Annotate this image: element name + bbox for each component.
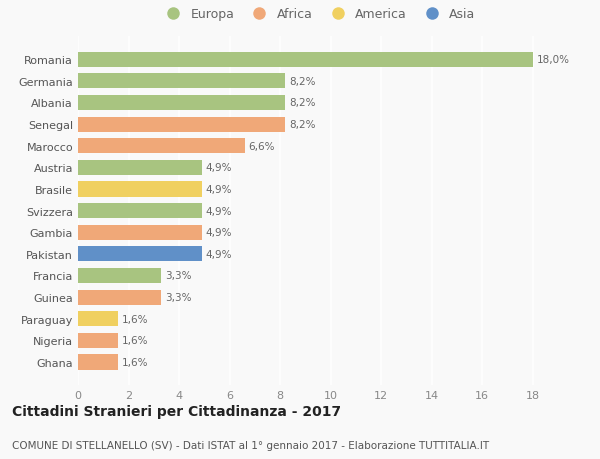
- Bar: [78, 333, 118, 348]
- Text: 3,3%: 3,3%: [165, 271, 191, 281]
- Bar: [78, 182, 202, 197]
- Text: 1,6%: 1,6%: [122, 357, 149, 367]
- Bar: [78, 118, 285, 132]
- Bar: [78, 96, 285, 111]
- Text: 1,6%: 1,6%: [122, 336, 149, 346]
- Bar: [78, 290, 161, 305]
- Bar: [78, 161, 202, 175]
- Bar: [78, 204, 202, 218]
- Text: 8,2%: 8,2%: [289, 120, 316, 130]
- Bar: [78, 74, 285, 89]
- Text: 4,9%: 4,9%: [206, 249, 232, 259]
- Text: 3,3%: 3,3%: [165, 292, 191, 302]
- Bar: [78, 312, 118, 326]
- Bar: [78, 225, 202, 240]
- Text: COMUNE DI STELLANELLO (SV) - Dati ISTAT al 1° gennaio 2017 - Elaborazione TUTTIT: COMUNE DI STELLANELLO (SV) - Dati ISTAT …: [12, 440, 489, 450]
- Text: 4,9%: 4,9%: [206, 185, 232, 195]
- Text: 4,9%: 4,9%: [206, 206, 232, 216]
- Bar: [78, 53, 533, 67]
- Text: 8,2%: 8,2%: [289, 98, 316, 108]
- Bar: [78, 355, 118, 369]
- Text: 1,6%: 1,6%: [122, 314, 149, 324]
- Text: Cittadini Stranieri per Cittadinanza - 2017: Cittadini Stranieri per Cittadinanza - 2…: [12, 404, 341, 418]
- Legend: Europa, Africa, America, Asia: Europa, Africa, America, Asia: [158, 6, 478, 23]
- Bar: [78, 247, 202, 262]
- Text: 18,0%: 18,0%: [536, 55, 569, 65]
- Text: 4,9%: 4,9%: [206, 163, 232, 173]
- Text: 6,6%: 6,6%: [248, 141, 275, 151]
- Text: 4,9%: 4,9%: [206, 228, 232, 238]
- Bar: [78, 139, 245, 154]
- Bar: [78, 269, 161, 283]
- Text: 8,2%: 8,2%: [289, 77, 316, 87]
